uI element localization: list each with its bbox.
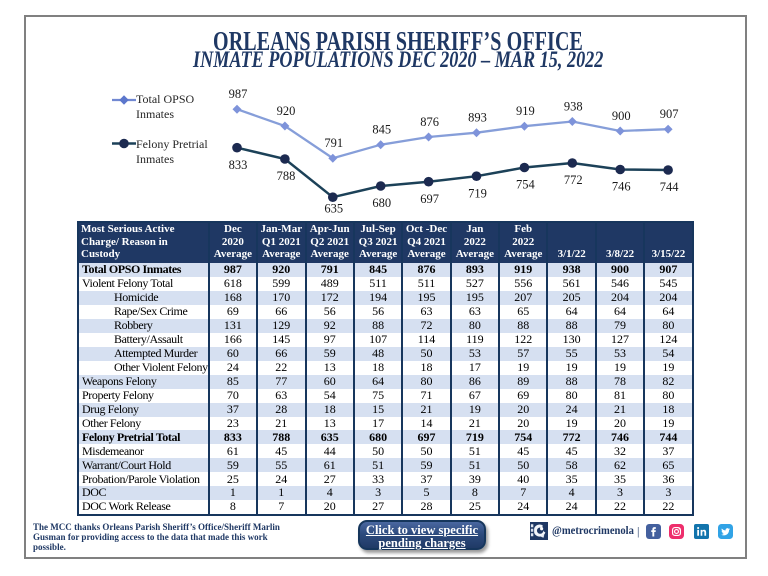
svg-text:754: 754 — [516, 178, 536, 192]
svg-text:697: 697 — [420, 192, 439, 206]
svg-text:833: 833 — [229, 158, 248, 172]
svg-text:900: 900 — [612, 109, 631, 123]
svg-text:938: 938 — [564, 100, 583, 114]
svg-text:772: 772 — [564, 173, 583, 187]
svg-text:893: 893 — [468, 111, 487, 125]
svg-text:876: 876 — [420, 115, 439, 129]
svg-text:680: 680 — [372, 196, 391, 210]
svg-text:791: 791 — [324, 136, 343, 150]
svg-text:746: 746 — [612, 180, 631, 194]
svg-text:845: 845 — [372, 123, 391, 137]
svg-text:788: 788 — [277, 169, 296, 183]
svg-text:744: 744 — [660, 180, 680, 194]
svg-text:920: 920 — [277, 104, 296, 118]
svg-text:635: 635 — [324, 202, 343, 216]
svg-text:987: 987 — [229, 87, 248, 101]
svg-text:719: 719 — [468, 186, 487, 200]
svg-text:919: 919 — [516, 104, 535, 118]
svg-text:907: 907 — [660, 107, 679, 121]
